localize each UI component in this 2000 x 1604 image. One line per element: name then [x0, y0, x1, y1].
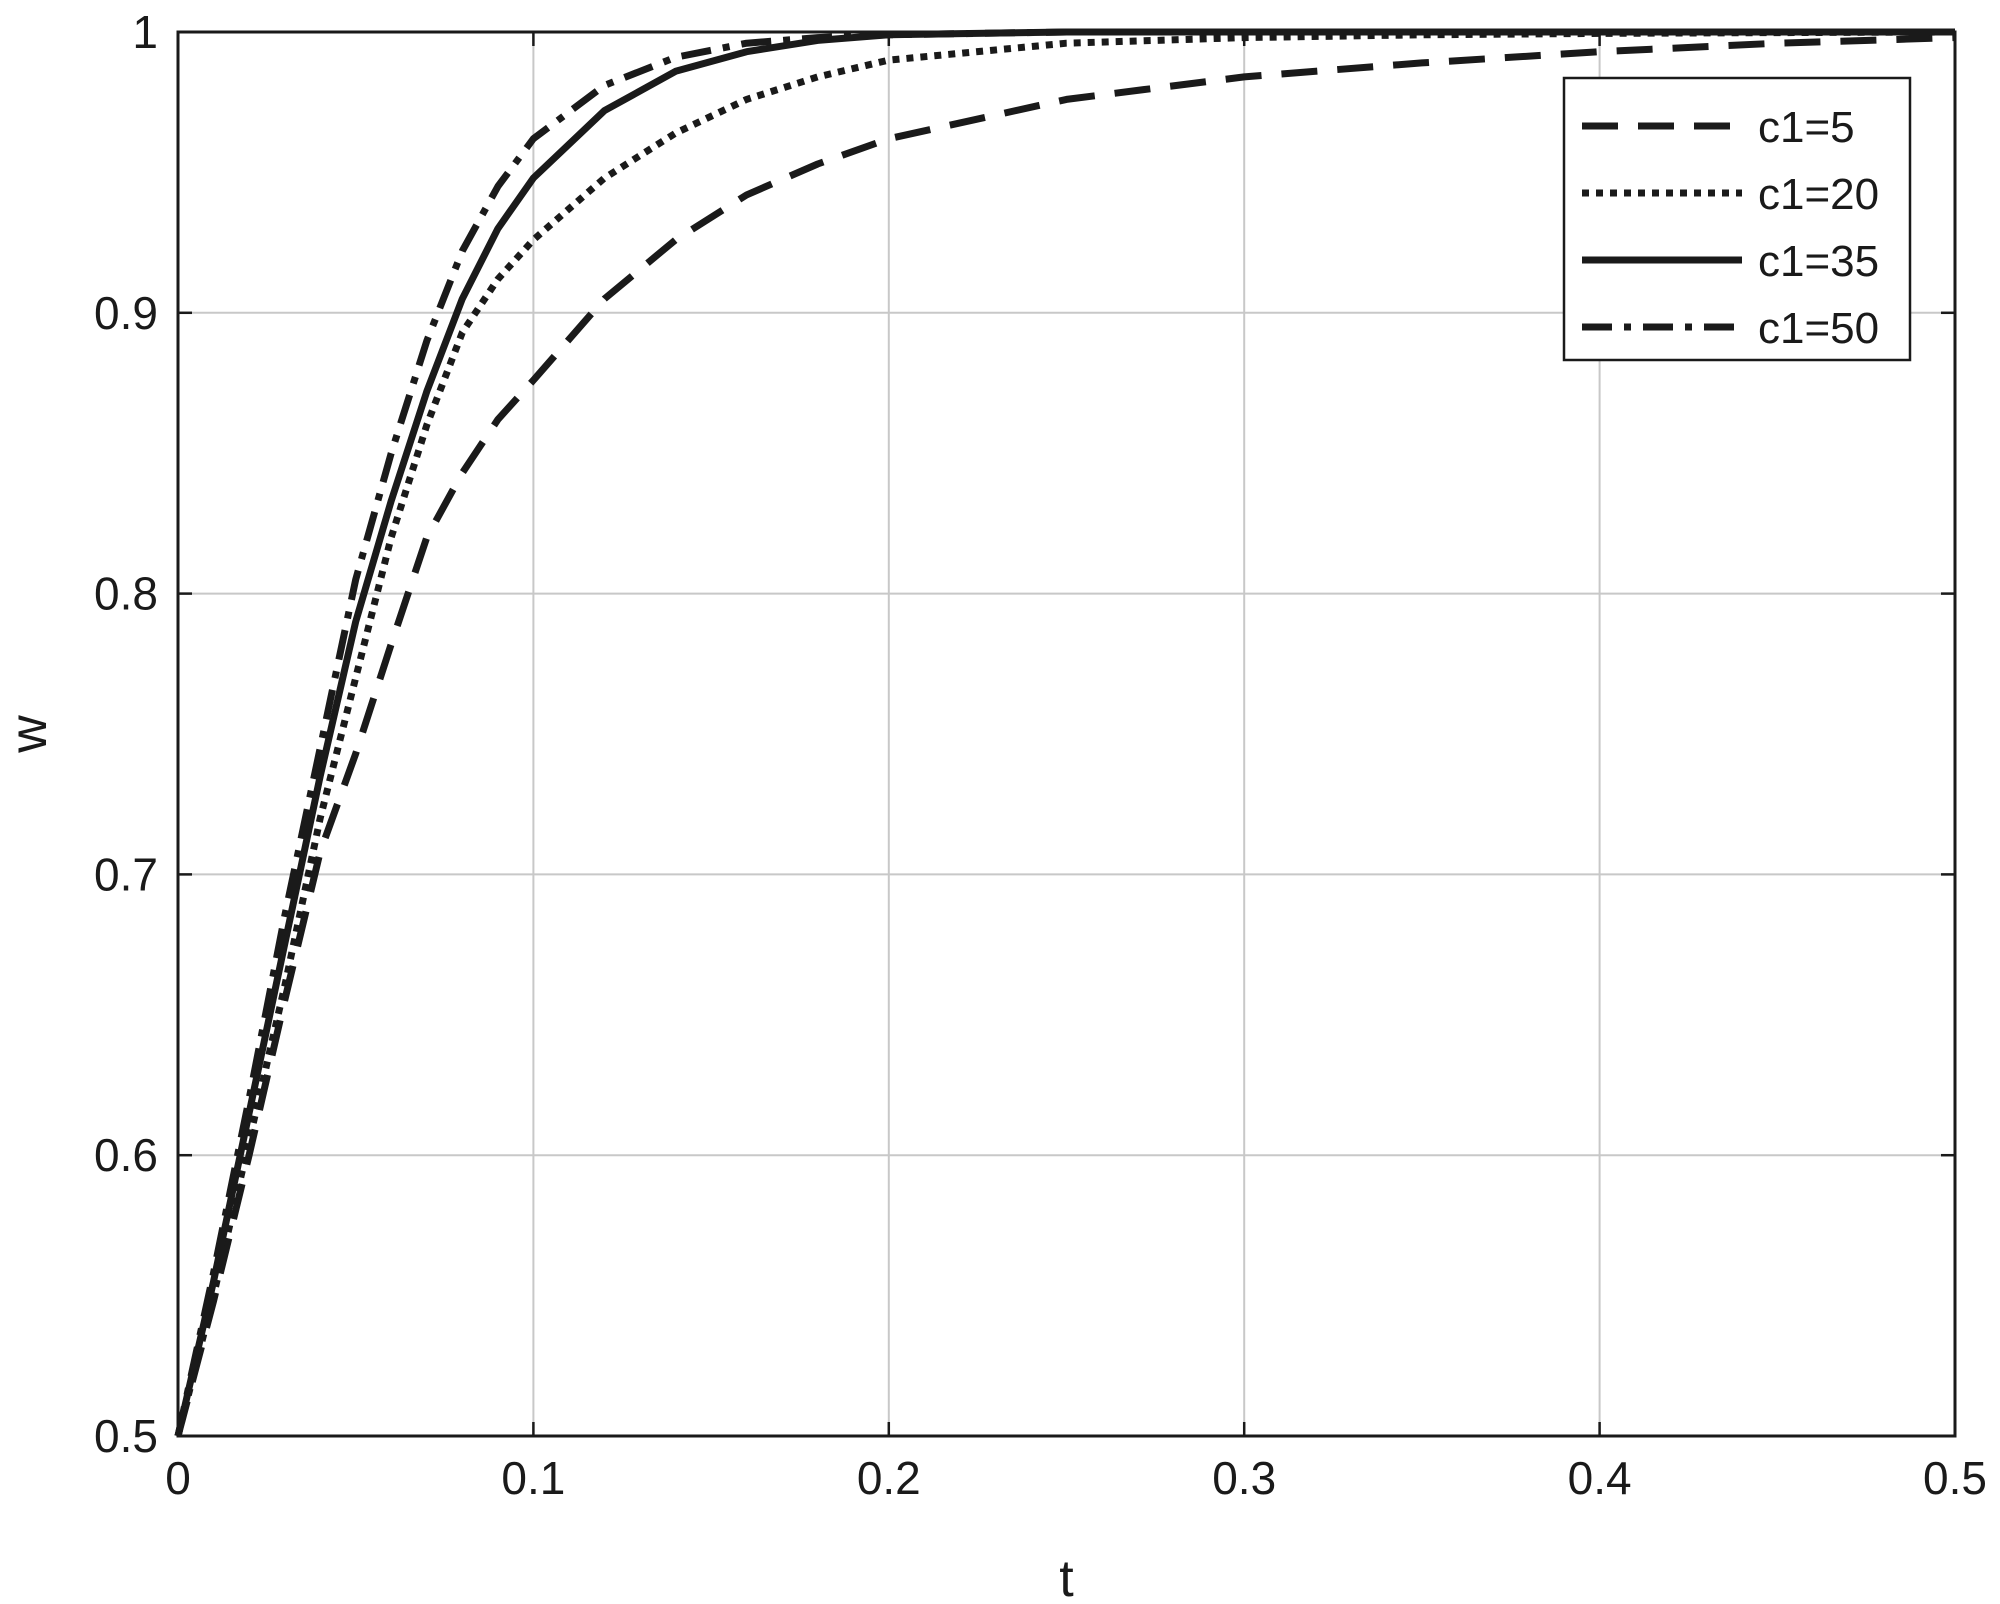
y-tick-label: 0.7 — [94, 848, 158, 900]
legend-label: c1=5 — [1758, 103, 1855, 152]
legend-box — [1562, 76, 1912, 362]
legend-label: c1=35 — [1758, 237, 1879, 286]
x-tick-label: 0.5 — [1923, 1452, 1987, 1504]
y-tick-label: 1 — [132, 6, 158, 58]
axis-ticks: 0 0.1 0.2 0.3 0.4 0.5 0.5 0.6 0.7 0.8 0.9 1 — [94, 6, 1987, 1504]
y-tick-label: 0.6 — [94, 1129, 158, 1181]
x-axis-title: t — [1059, 1550, 1074, 1604]
y-tick-label: 0.9 — [94, 287, 158, 339]
x-tick-label: 0.4 — [1568, 1452, 1632, 1504]
legend: c1=5 c1=20 c1=35 c1=50 — [1562, 76, 1912, 362]
legend-label: c1=20 — [1758, 170, 1879, 219]
x-tick-label: 0.2 — [857, 1452, 921, 1504]
series-line-c1-5 — [174, 34, 1956, 1437]
plot-area-frame — [176, 30, 1957, 1438]
x-tick-label: 0.3 — [1212, 1452, 1276, 1504]
legend-label: c1=50 — [1758, 304, 1879, 353]
series-line-c1-20 — [174, 28, 1956, 1437]
y-tick-label: 0.5 — [94, 1410, 158, 1462]
y-tick-label: 0.8 — [94, 568, 158, 620]
x-tick-label: 0.1 — [501, 1452, 565, 1504]
x-tick-label: 0 — [165, 1452, 191, 1504]
y-axis-title: w — [0, 715, 58, 754]
